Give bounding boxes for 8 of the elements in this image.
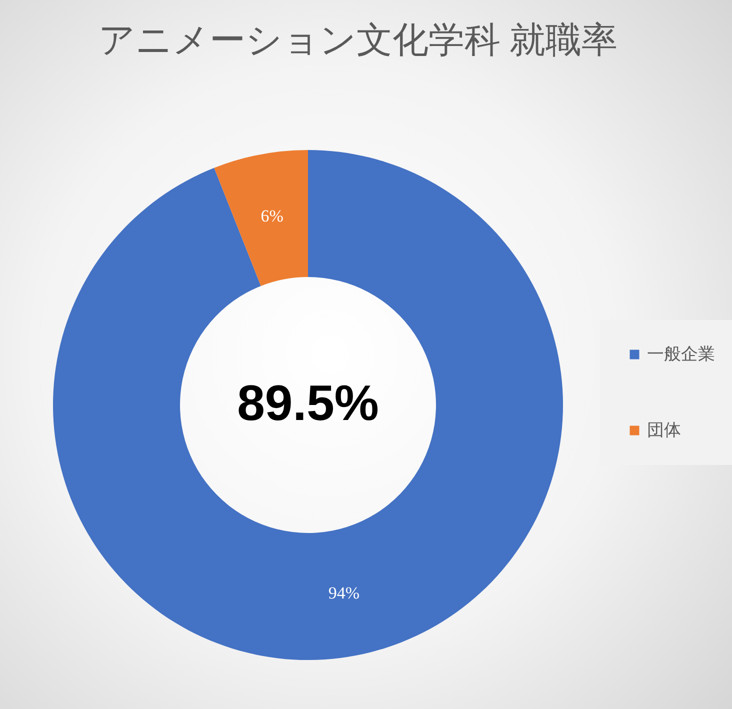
text: 89.5% [237,375,379,431]
chart-title: アニメーション文化学科 就職率 [98,20,618,60]
data-label: 6% [260,206,284,226]
donut-slice [53,150,563,660]
legend-label: 一般企業 [647,344,715,364]
legend-label: 団体 [647,420,681,440]
data-label: 94% [328,584,360,603]
donut-slice [214,150,308,286]
